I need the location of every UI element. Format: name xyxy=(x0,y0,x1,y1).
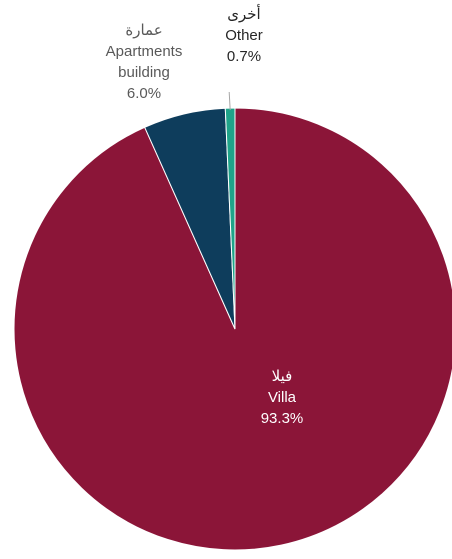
slice-label-apartments-ar: عمارة xyxy=(125,22,163,39)
leader-line-other xyxy=(228,91,231,111)
slice-label-villa-ar: فيلا xyxy=(271,368,293,385)
slice-label-apartments-value: 6.0% xyxy=(126,85,162,102)
slice-label-villa-en: Villa xyxy=(267,389,297,406)
pie-slice-villa xyxy=(13,107,452,551)
slice-label-villa-value: 93.3% xyxy=(260,410,304,427)
slice-label-other-en: Other xyxy=(225,27,263,44)
slice-label-apartments-en-line2: building xyxy=(118,64,170,81)
slice-label-apartments: عمارة Apartments building 6.0% xyxy=(84,20,204,104)
slice-label-other: أخرى Other 0.7% xyxy=(204,4,284,67)
slice-label-apartments-en-line1: Apartments xyxy=(105,43,183,60)
slice-label-other-ar: أخرى xyxy=(227,6,261,23)
slice-label-other-value: 0.7% xyxy=(226,48,262,65)
slice-label-villa: فيلا Villa 93.3% xyxy=(232,366,332,429)
